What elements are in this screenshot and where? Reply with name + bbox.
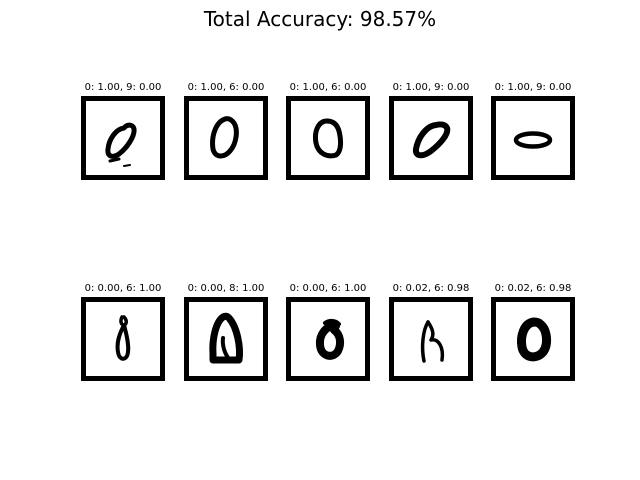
panel-frame (81, 96, 165, 180)
digit-panel: 0: 1.00, 6: 0.00 (171, 81, 281, 181)
handwritten-zero-icon (517, 317, 552, 362)
digit-panel: 0: 0.02, 6: 0.98 (376, 282, 486, 382)
panel-frame (491, 297, 575, 381)
handwritten-zero-icon (513, 131, 553, 149)
panel-label: 0: 1.00, 9: 0.00 (392, 82, 470, 93)
panel-label: 0: 1.00, 6: 0.00 (289, 82, 367, 93)
digit-panel: 0: 0.00, 6: 1.00 (273, 282, 383, 382)
digit-panel: 0: 1.00, 9: 0.00 (376, 81, 486, 181)
handwritten-zero-icon (105, 122, 137, 167)
handwritten-zero-icon (209, 312, 243, 364)
panel-frame (286, 297, 370, 381)
panel-label: 0: 0.00, 6: 1.00 (84, 283, 162, 294)
panel-frame (286, 96, 370, 180)
panel-frame (81, 297, 165, 381)
digit-panel: 0: 0.00, 6: 1.00 (68, 282, 178, 382)
digit-panel: 0: 0.00, 8: 1.00 (171, 282, 281, 382)
digit-panel: 0: 1.00, 6: 0.00 (273, 81, 383, 181)
handwritten-zero-icon (115, 315, 131, 361)
panel-label: 0: 1.00, 9: 0.00 (494, 82, 572, 93)
handwritten-zero-icon (210, 116, 239, 159)
digit-panel: 0: 1.00, 9: 0.00 (478, 81, 588, 181)
panel-label: 0: 0.00, 6: 1.00 (289, 283, 367, 294)
handwritten-zero-icon (313, 118, 344, 159)
handwritten-zero-icon (420, 320, 445, 363)
digit-panel: 0: 1.00, 9: 0.00 (68, 81, 178, 181)
panel-frame (491, 96, 575, 180)
handwritten-zero-icon (412, 121, 451, 159)
panel-frame (389, 297, 473, 381)
digit-panel: 0: 0.02, 6: 0.98 (478, 282, 588, 382)
panel-label: 0: 1.00, 6: 0.00 (187, 82, 265, 93)
panel-frame (184, 297, 268, 381)
handwritten-zero-icon (315, 318, 345, 360)
panel-label: 0: 0.00, 8: 1.00 (187, 283, 265, 294)
panel-frame (389, 96, 473, 180)
figure-title: Total Accuracy: 98.57% (203, 7, 437, 31)
panel-frame (184, 96, 268, 180)
panel-label: 0: 0.02, 6: 0.98 (494, 283, 572, 294)
panel-label: 0: 0.02, 6: 0.98 (392, 283, 470, 294)
panel-label: 0: 1.00, 9: 0.00 (84, 82, 162, 93)
